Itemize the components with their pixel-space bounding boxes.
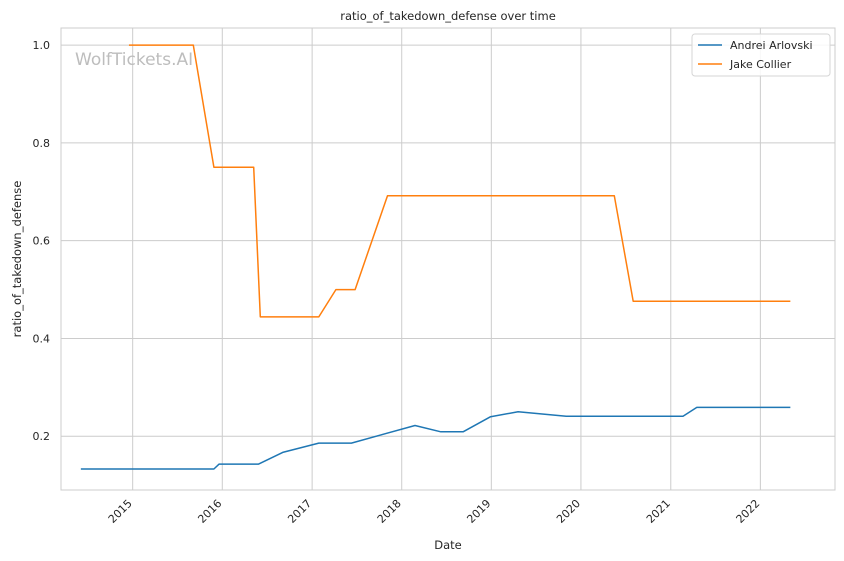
- watermark-text: WolfTickets.AI: [75, 50, 193, 70]
- chart-title: ratio_of_takedown_defense over time: [340, 9, 556, 23]
- y-tick-label: 0.8: [33, 137, 51, 150]
- y-axis-title: ratio_of_takedown_defense: [10, 181, 24, 338]
- x-axis-title: Date: [434, 538, 462, 552]
- legend-label-2: Jake Collier: [729, 58, 792, 71]
- plot-area: [61, 28, 835, 490]
- x-tick-label: 2016: [195, 497, 224, 526]
- legend: Andrei Arlovski Jake Collier: [691, 33, 831, 77]
- x-tick-label: 2020: [554, 497, 583, 526]
- plot-background: [61, 28, 835, 490]
- plot-border: [60, 27, 836, 491]
- y-tick-label: 0.6: [33, 235, 51, 248]
- legend-label-1: Andrei Arlovski: [730, 39, 813, 52]
- series-layer: [80, 44, 791, 470]
- series-line-2: [128, 44, 791, 318]
- series-line-1: [80, 406, 791, 470]
- y-tick-label: 0.4: [33, 332, 51, 345]
- y-tick-label: 1.0: [33, 39, 51, 52]
- x-tick-label: 2021: [644, 497, 673, 526]
- y-tick-label: 0.2: [33, 430, 51, 443]
- x-tick-label: 2018: [375, 497, 404, 526]
- x-tick-label: 2017: [285, 497, 314, 526]
- plot-frame: [60, 27, 836, 491]
- legend-box: [691, 33, 831, 77]
- x-tick-label: 2019: [464, 497, 493, 526]
- x-tick-label: 2015: [106, 497, 135, 526]
- x-tick-label: 2022: [734, 497, 763, 526]
- y-axis-ticks: 0.2 0.4 0.6 0.8 1.0: [33, 39, 51, 443]
- x-axis-ticks: 2015 2016 2017 2018 2019 2020 2021 2022: [106, 497, 763, 526]
